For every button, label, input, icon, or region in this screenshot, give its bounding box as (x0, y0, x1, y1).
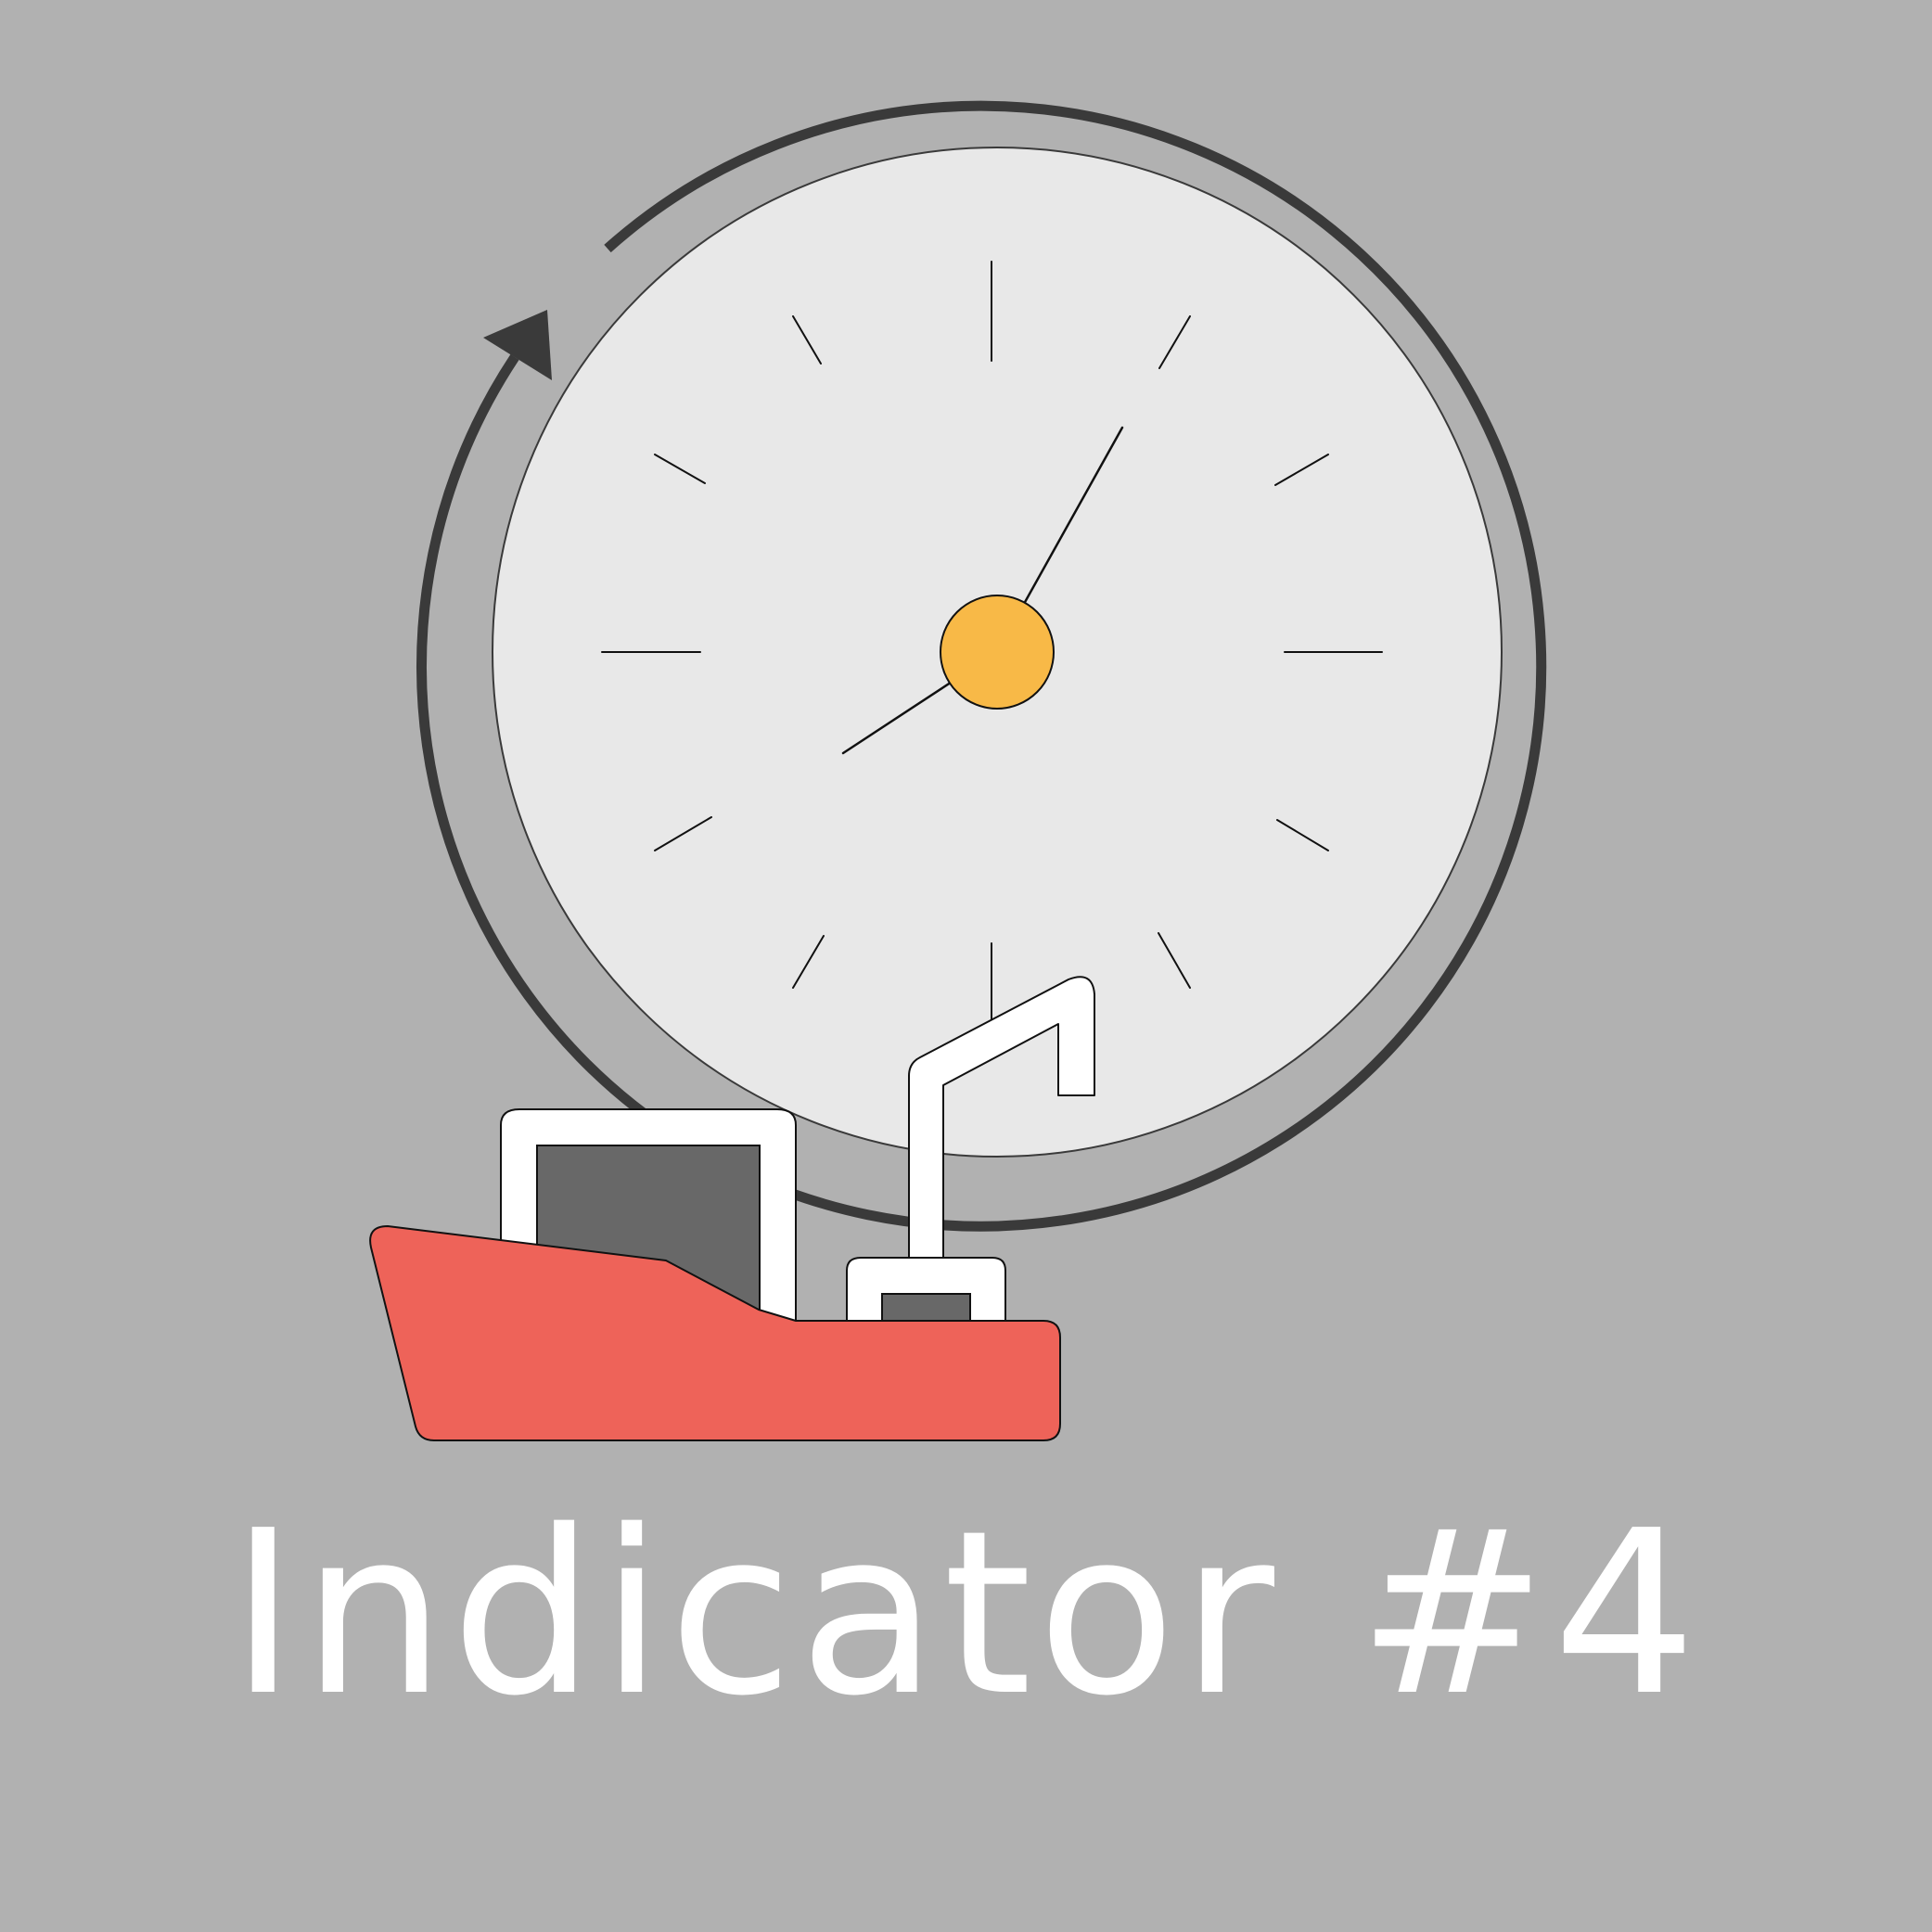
indicator-title: Indicator #4 (229, 1482, 1703, 1746)
clock-tick-marks (601, 261, 1383, 1040)
clock-icon (492, 147, 1503, 1158)
clock-center-pin (940, 595, 1055, 710)
ship-hull (369, 1225, 1061, 1441)
ship-crane (908, 976, 1095, 1267)
cargo-ship-icon (369, 976, 1095, 1441)
circular-arrow-icon (416, 100, 1547, 1232)
